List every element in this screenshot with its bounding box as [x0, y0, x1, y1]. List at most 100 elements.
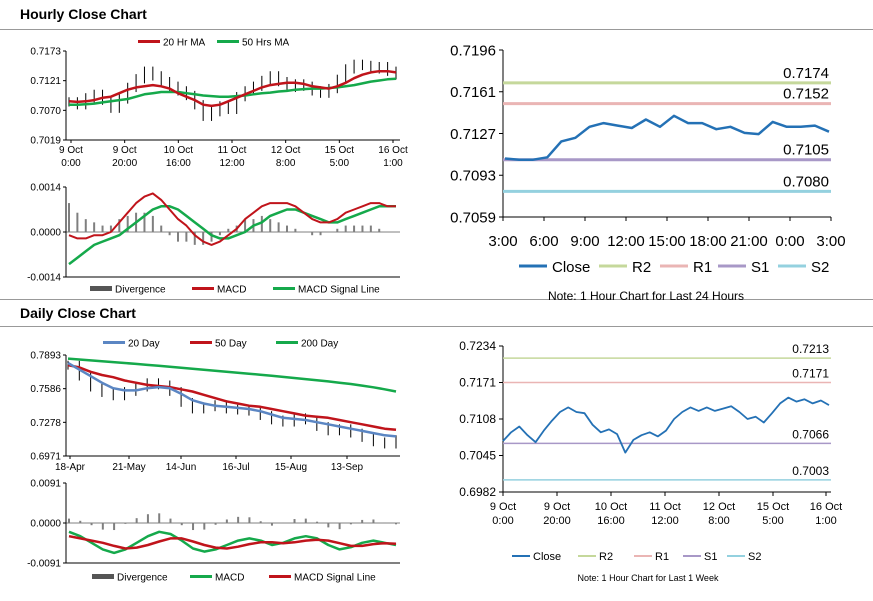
hourly-macd-legend-label: MACD [217, 285, 246, 296]
daily-levels-ytick-label: 0.6982 [459, 485, 496, 499]
hourly-levels-xtick-label: 18:00 [689, 233, 727, 250]
hourly-levels-note: Note: 1 Hour Chart for Last 24 Hours [548, 289, 744, 303]
hourly-levels-xtick-label: 3:00 [488, 233, 517, 250]
daily-levels-close-line [502, 396, 830, 454]
daily-levels-xtick-label: 12 Oct [703, 501, 735, 513]
hourly-price-xtick-label: 0:00 [61, 158, 81, 169]
hourly-macd-legend-swatch [90, 286, 112, 291]
daily-macd-legend-label: Divergence [117, 573, 168, 584]
hourly-levels-xtick-label: 0:00 [775, 233, 804, 250]
hourly-levels-legend-label: R1 [693, 259, 712, 276]
daily-price-ytick-label: 0.7893 [30, 351, 61, 362]
hourly-price-xtick-label: 8:00 [276, 158, 296, 169]
hourly-macd-legend-label: MACD Signal Line [298, 285, 380, 296]
daily-price-legend-label: 50 Day [215, 339, 247, 350]
hourly-levels-close-line [504, 114, 830, 161]
daily-levels-xtick-label: 9 Oct [490, 501, 516, 513]
hourly-price-xtick-label: 5:00 [330, 158, 350, 169]
hourly-macd-ytick-label: 0.0014 [30, 183, 61, 194]
hourly-price-xtick-label: 12 Oct [271, 145, 301, 156]
daily-levels-r1-label: 0.7171 [792, 367, 829, 381]
daily-price-xtick-label: 14-Jun [166, 462, 197, 473]
daily-macd-signal-line [68, 534, 397, 550]
hourly-price-ytick-label: 0.7070 [30, 106, 61, 117]
hourly-section-title: Hourly Close Chart [20, 6, 147, 22]
daily-levels-xtick-label: 11 Oct [649, 501, 681, 513]
hourly-price-xtick-label: 20:00 [112, 158, 137, 169]
daily-macd-ytick-label: 0.0091 [30, 479, 61, 490]
hourly-levels-ytick-label: 0.7161 [450, 84, 496, 101]
daily-levels-legend-label: Close [533, 551, 561, 563]
hourly-price-xtick-label: 16:00 [166, 158, 191, 169]
hourly-macd-ytick-label: 0.0000 [30, 228, 61, 239]
daily-price-ytick-label: 0.6971 [30, 452, 61, 463]
daily-macd-legend-swatch [92, 574, 114, 579]
hourly-levels-ytick-label: 0.7196 [450, 42, 496, 59]
hourly-levels-ytick-label: 0.7093 [450, 168, 496, 185]
hourly-levels-legend-label: S2 [811, 259, 829, 276]
daily-levels-s2-label: 0.7003 [792, 464, 829, 478]
daily-ma200-line [67, 357, 397, 393]
daily-levels-xtick-label: 15 Oct [757, 501, 789, 513]
daily-levels-ytick-label: 0.7234 [459, 339, 496, 353]
hourly-price-xtick-label: 15 Oct [325, 145, 355, 156]
daily-price-legend-label: 200 Day [301, 339, 338, 350]
daily-levels-legend-label: S2 [748, 551, 761, 563]
daily-levels-xtick-label: 5:00 [762, 515, 783, 527]
hourly-price-xtick-label: 11 Oct [218, 145, 247, 156]
hourly-levels-s2-label: 0.7080 [783, 173, 829, 190]
daily-price-xtick-label: 16-Jul [222, 462, 249, 473]
hourly-levels-xtick-label: 6:00 [529, 233, 558, 250]
daily-levels-xtick-label: 1:00 [815, 515, 836, 527]
daily-levels-legend-label: R2 [599, 551, 613, 563]
daily-price-xtick-label: 18-Apr [55, 462, 86, 473]
hourly-price-ytick-label: 0.7121 [30, 76, 61, 87]
daily-price-ytick-label: 0.7586 [30, 384, 61, 395]
daily-levels-ytick-label: 0.7171 [459, 376, 496, 390]
hourly-levels-r1-label: 0.7152 [783, 86, 829, 103]
daily-price-ytick-label: 0.7278 [30, 418, 61, 429]
daily-levels-xtick-label: 16:00 [597, 515, 625, 527]
hourly-macd-signal-line [68, 205, 396, 266]
hourly-levels-r2-label: 0.7174 [783, 65, 829, 82]
daily-macd-ytick-label: -0.0091 [27, 559, 61, 570]
hourly-levels-ytick-label: 0.7127 [450, 126, 496, 143]
hourly-price-ytick-label: 0.7019 [30, 136, 61, 147]
daily-price-xtick-label: 13-Sep [331, 462, 364, 473]
daily-divider [0, 326, 873, 327]
daily-levels-r2-label: 0.7213 [792, 342, 829, 356]
daily-levels-ytick-label: 0.7045 [459, 449, 496, 463]
daily-ma20-line [67, 361, 397, 438]
daily-price-xtick-label: 15-Aug [275, 462, 307, 473]
hourly-price-legend-label: 20 Hr MA [163, 38, 206, 49]
daily-levels-xtick-label: 10 Oct [595, 501, 627, 513]
daily-levels-xtick-label: 8:00 [708, 515, 729, 527]
daily-levels-legend-label: R1 [655, 551, 669, 563]
hourly-levels-s1-label: 0.7105 [783, 142, 829, 159]
hourly-levels-ytick-label: 0.7059 [450, 209, 496, 226]
hourly-ma50-line [69, 77, 397, 106]
daily-levels-xtick-label: 9 Oct [544, 501, 570, 513]
daily-macd-ytick-label: 0.0000 [30, 519, 61, 530]
daily-section-title: Daily Close Chart [20, 305, 136, 321]
hourly-price-xtick-label: 9 Oct [59, 145, 83, 156]
section-divider [0, 299, 873, 300]
hourly-levels-legend-label: Close [552, 259, 590, 276]
hourly-levels-xtick-label: 9:00 [570, 233, 599, 250]
daily-levels-note: Note: 1 Hour Chart for Last 1 Week [578, 573, 719, 583]
hourly-price-xtick-label: 9 Oct [113, 145, 137, 156]
hourly-macd-legend-label: Divergence [115, 285, 166, 296]
daily-price-legend-label: 20 Day [128, 339, 160, 350]
hourly-price-xtick-label: 16 Oct [378, 145, 408, 156]
hourly-macd-line [68, 192, 396, 246]
hourly-price-xtick-label: 12:00 [219, 158, 244, 169]
daily-levels-xtick-label: 16 Oct [810, 501, 842, 513]
daily-levels-legend-label: S1 [704, 551, 717, 563]
daily-macd-legend-label: MACD Signal Line [294, 573, 376, 584]
daily-ma50-line [67, 363, 397, 432]
daily-macd-legend-label: MACD [215, 573, 244, 584]
daily-price-xtick-label: 21-May [112, 462, 145, 473]
hourly-levels-xtick-label: 3:00 [816, 233, 845, 250]
daily-levels-s1-label: 0.7066 [792, 427, 829, 441]
